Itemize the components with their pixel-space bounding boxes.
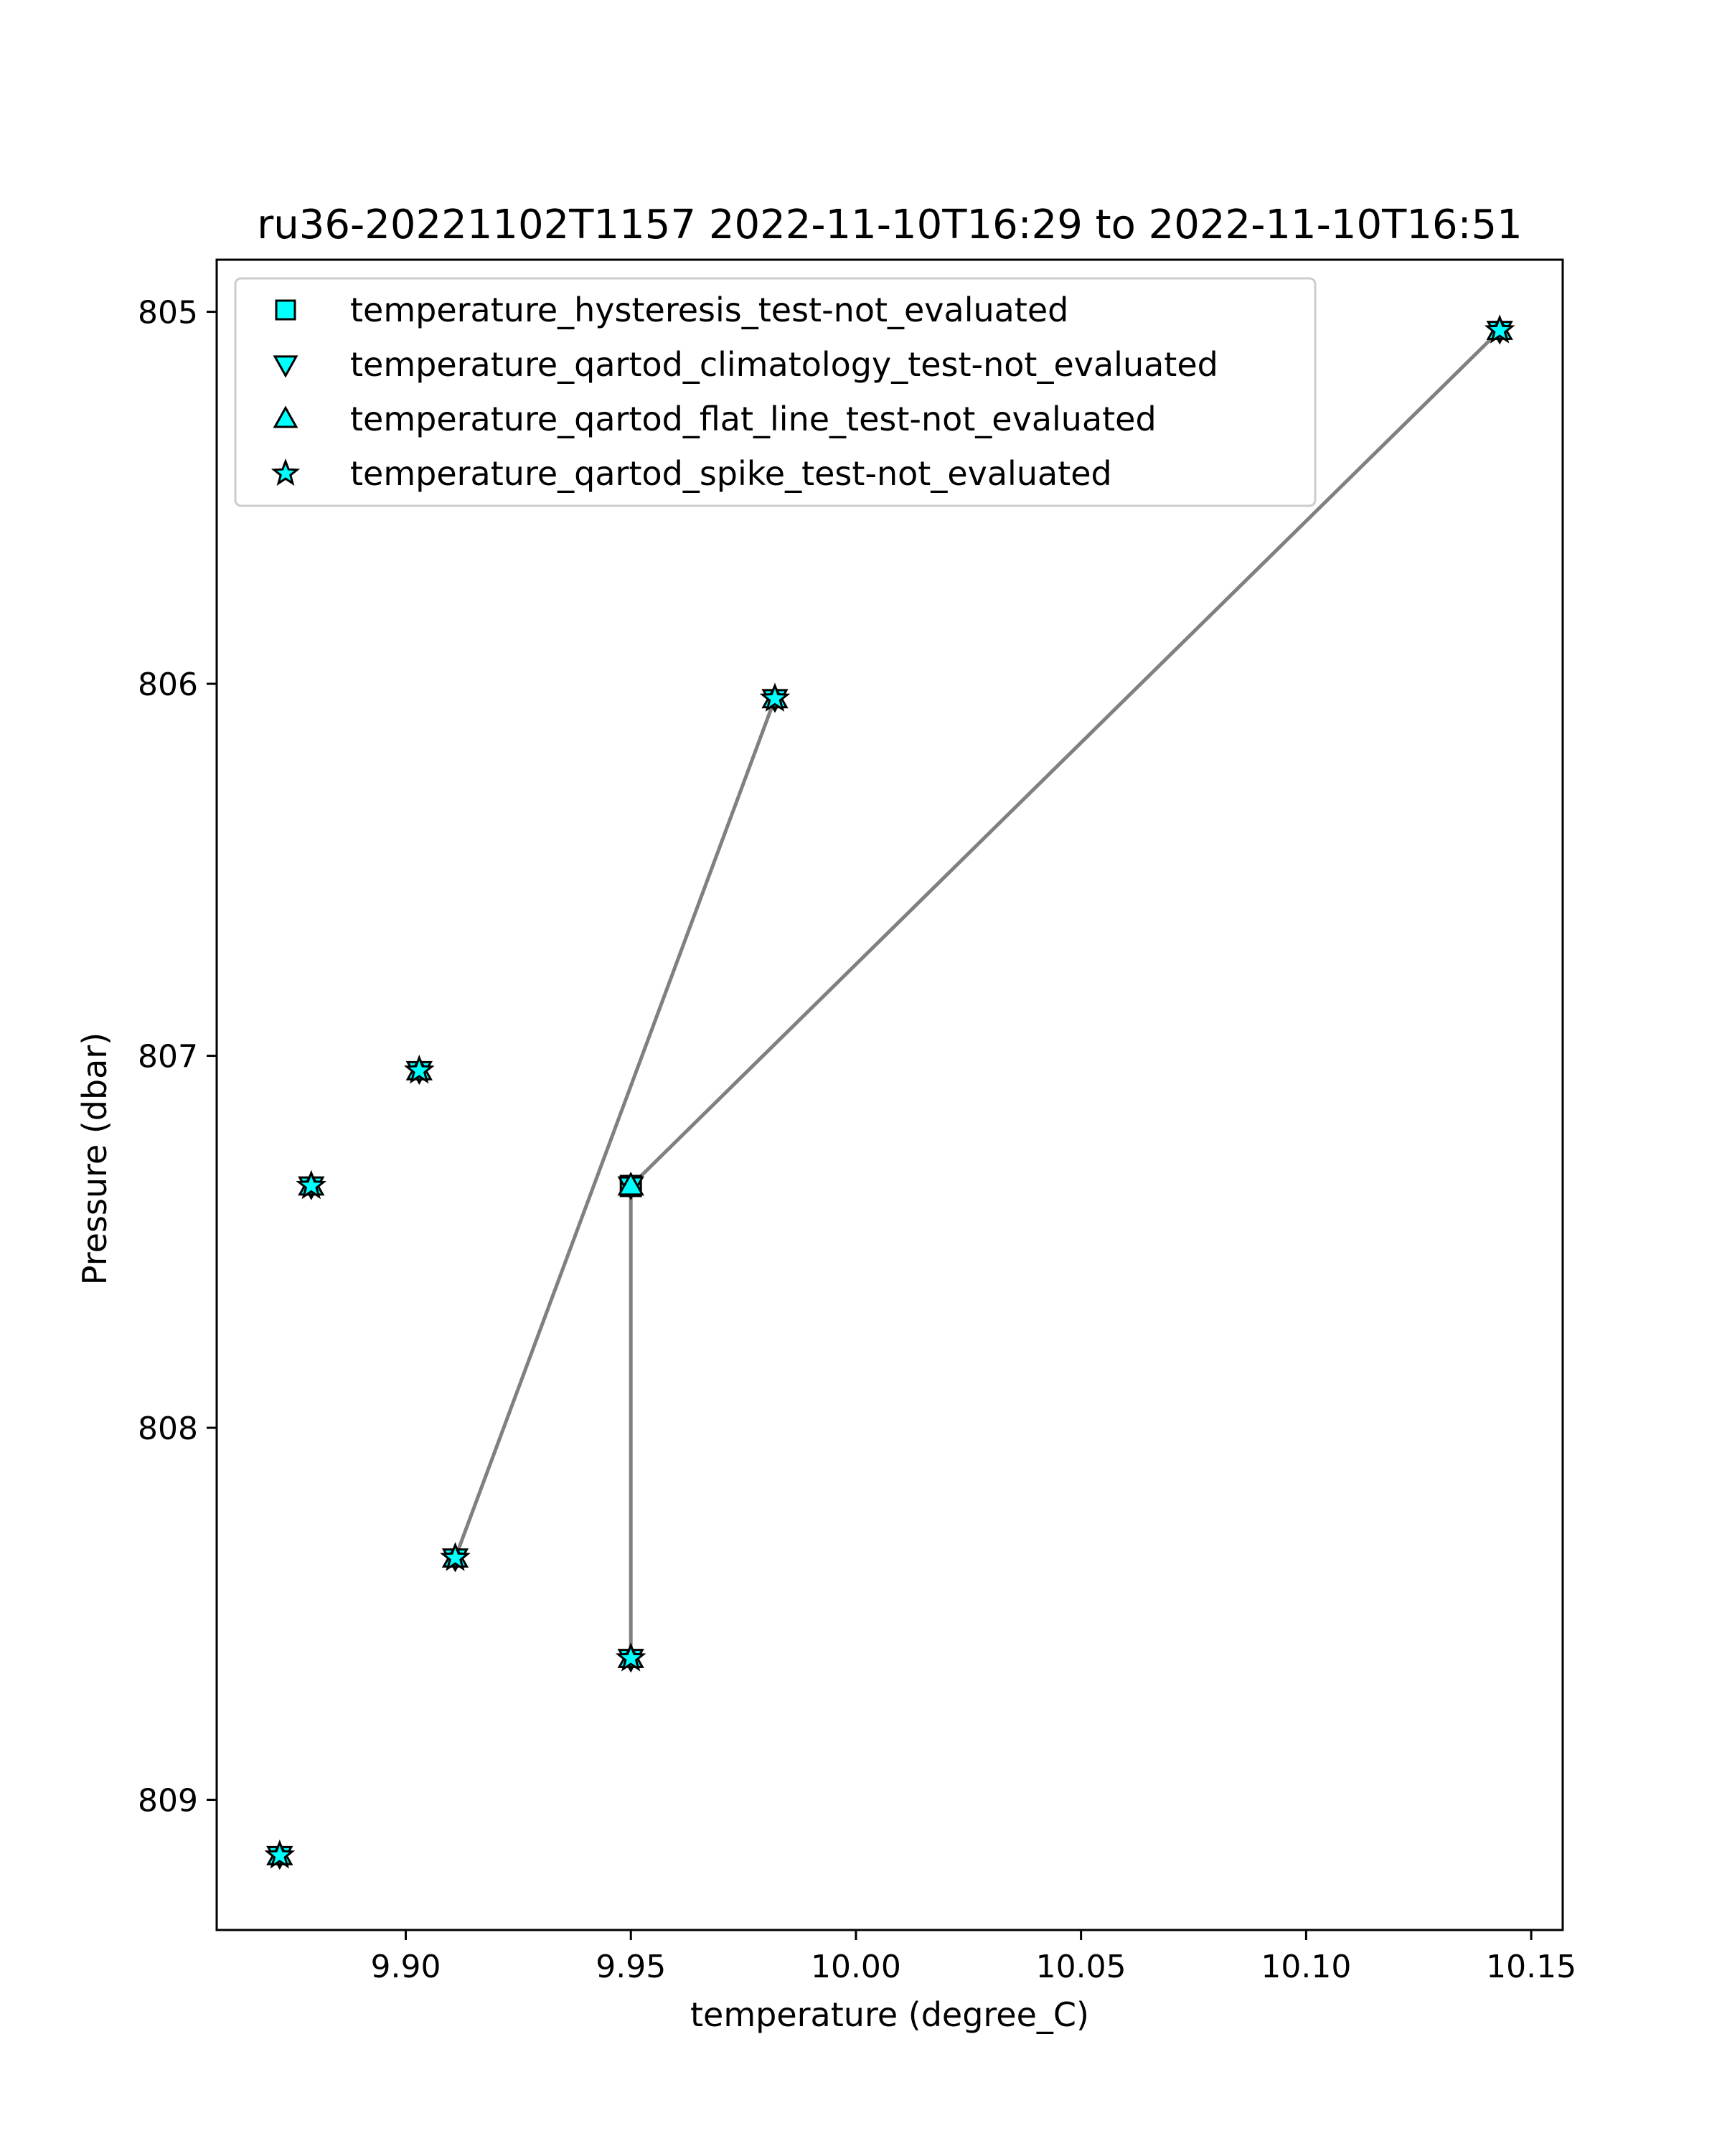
x-tick-label: 10.00: [811, 1949, 901, 1985]
legend-box: [234, 277, 1317, 507]
star-marker: [264, 1839, 296, 1869]
profile-lines: [453, 329, 1501, 1659]
y-tick-label: 805: [138, 295, 198, 331]
star-marker: [403, 1054, 435, 1084]
legend-square-marker: [275, 299, 296, 321]
x-tick-label: 10.15: [1486, 1949, 1576, 1985]
axes: 9.90 9.95 10.00 10.05 10.10 10.15 805 806 807 808…: [138, 258, 1576, 1985]
star-marker: [615, 1642, 646, 1672]
profile-line: [629, 329, 1501, 1659]
x-tick-label: 10.05: [1036, 1949, 1126, 1985]
x-tick-label: 9.95: [596, 1949, 666, 1985]
x-tick-label: 10.10: [1261, 1949, 1351, 1985]
plot-frame: [215, 258, 1564, 1931]
star-marker: [440, 1542, 471, 1571]
legend: temperature_hysteresis_test-not_evaluate…: [234, 277, 1317, 507]
chart-title: ru36-20221102T1157 2022-11-10T16:29 to 2…: [257, 202, 1522, 248]
x-tick-label: 9.90: [371, 1949, 441, 1985]
star-marker: [1484, 314, 1515, 344]
data-markers: [264, 314, 1515, 1870]
y-tick-label: 807: [138, 1039, 198, 1075]
legend-triangle-up-marker: [273, 405, 298, 428]
x-axis-label: temperature (degree_C): [690, 1995, 1089, 2034]
legend-entry-label: temperature_qartod_spike_test-not_evalua…: [350, 454, 1112, 493]
legend-triangle-down-marker: [273, 355, 298, 378]
star-marker: [759, 682, 791, 712]
legend-entry-label: temperature_qartod_flat_line_test-not_ev…: [350, 400, 1157, 438]
profile-line: [453, 697, 777, 1559]
legend-star-marker: [270, 458, 301, 486]
triangle-up-marker: [617, 1172, 644, 1196]
y-tick-label: 809: [138, 1783, 198, 1820]
star-marker: [296, 1169, 327, 1200]
y-tick-label: 806: [138, 667, 198, 703]
legend-entry-label: temperature_hysteresis_test-not_evaluate…: [350, 291, 1068, 329]
legend-entry-label: temperature_qartod_climatology_test-not_…: [350, 345, 1218, 384]
y-axis-label: Pressure (dbar): [75, 1032, 114, 1285]
y-tick-label: 808: [138, 1411, 198, 1447]
